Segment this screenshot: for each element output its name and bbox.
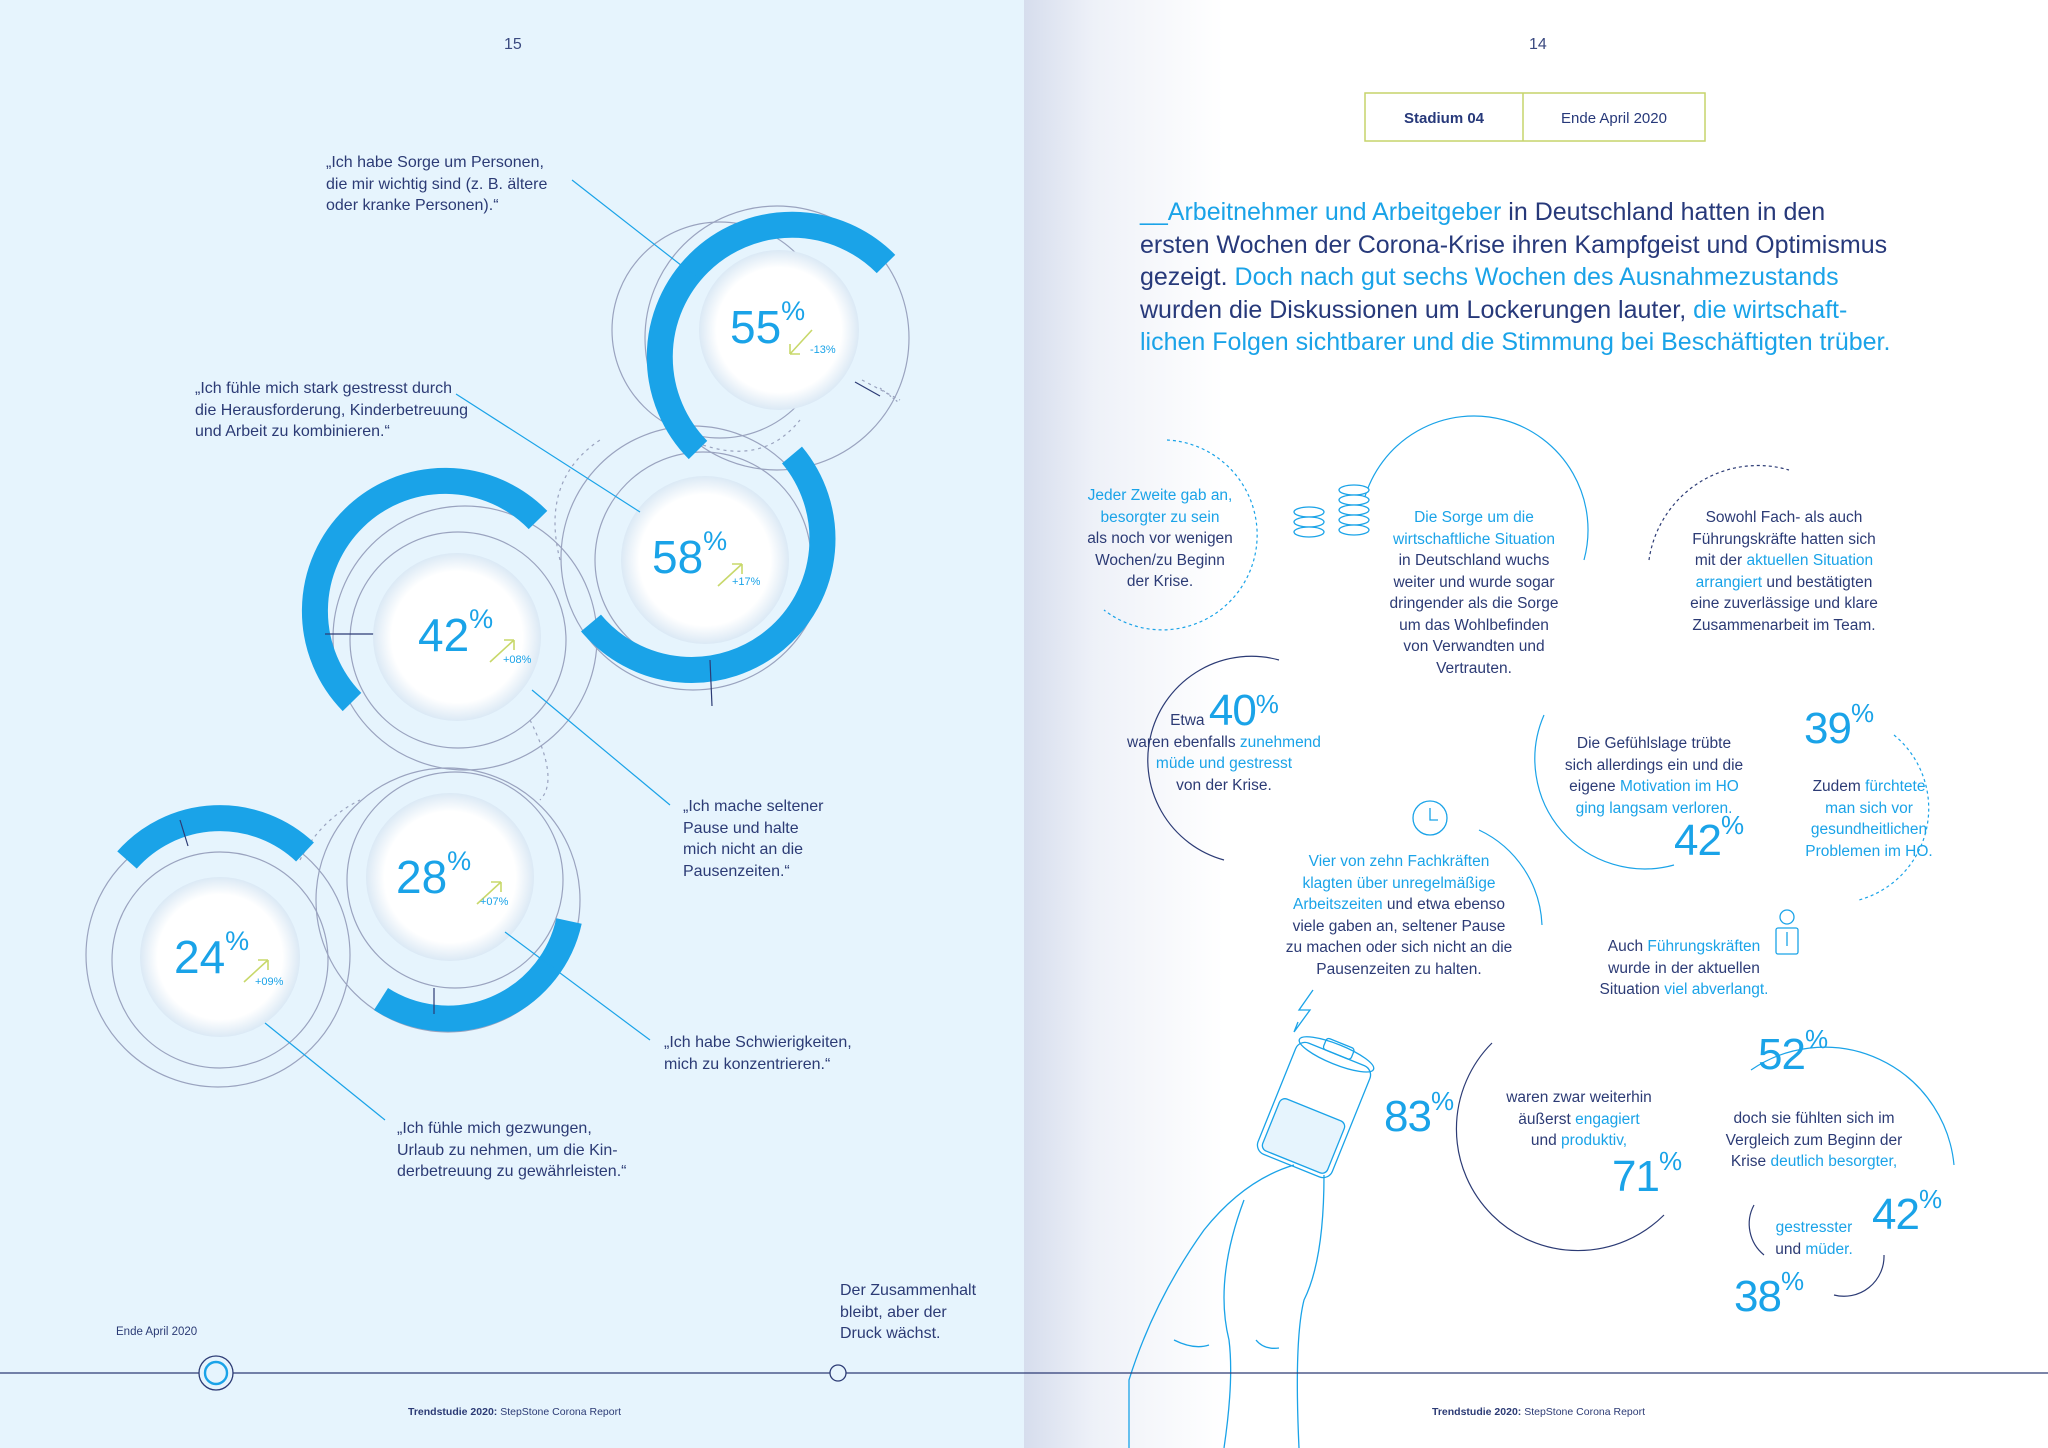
stat-block-hours: Vier von zehn Fachkräften klagten über un…	[1285, 853, 1513, 978]
stat-value-83: 83%	[1384, 1086, 1454, 1141]
quote-stress: „Ich fühle mich stark gestresst durch die…	[195, 380, 469, 440]
stat-block-health: Zudem fürchtete man sich vor gesundheitli…	[1805, 778, 1933, 860]
left-page: 15 55% -13% 58% +17% 42% +08% 28% +07% 2…	[0, 0, 1024, 1448]
quote-vacation: „Ich fühle mich gezwungen, Urlaub zu nehm…	[397, 1120, 627, 1180]
quote-worry: „Ich habe Sorge um Personen, die mir wich…	[326, 154, 548, 214]
stage-date: Ende April 2020	[1561, 110, 1667, 127]
stat-block-worry: Jeder Zweite gab an, besorgter zu sein al…	[1087, 487, 1233, 590]
ring-delta: +17%	[732, 576, 761, 588]
stat-block-motivation: Die Gefühlslage trübte sich allerdings ei…	[1564, 735, 1744, 817]
stat-block-stressed: gestresster und müder.	[1775, 1219, 1853, 1258]
ring-delta: +09%	[255, 976, 284, 988]
stat-value-52: 52%	[1758, 1024, 1828, 1079]
stat-value-38: 38%	[1734, 1266, 1804, 1321]
page-number: 15	[504, 36, 522, 53]
footer: Trendstudie 2020: StepStone Corona Repor…	[1432, 1406, 1646, 1418]
timeline-note: Der Zusammenhalt bleibt, aber der Druck wä…	[840, 1282, 977, 1342]
stat-value-42: 42%	[1674, 810, 1744, 865]
stat-value-39: 39%	[1804, 698, 1874, 753]
ring-chart-graphic	[0, 179, 1024, 1391]
quote-concentration: „Ich habe Schwierigkeiten, mich zu konzen…	[664, 1034, 852, 1073]
ring-delta: -13%	[810, 344, 836, 356]
stage-label: Stadium 04	[1403, 110, 1485, 127]
stat-block-concerned: doch sie fühlten sich im Vergleich zum Be…	[1725, 1110, 1903, 1170]
page-number: 14	[1529, 36, 1547, 53]
ring-value-28: 28%	[396, 846, 472, 903]
stat-value-71: 71%	[1612, 1146, 1682, 1201]
stat-block-engaged: waren zwar weiterhin äußerst engagiert u…	[1506, 1089, 1652, 1149]
stat-value-42b: 42%	[1872, 1184, 1942, 1239]
ring-value-42: 42%	[418, 604, 494, 661]
footer: Trendstudie 2020: StepStone Corona Repor…	[408, 1406, 622, 1418]
stat-block-teamwork: Sowohl Fach- als auch Führungskräfte hatt…	[1690, 509, 1878, 634]
right-page: 14 Stadium 04 Ende April 2020 __Arbeitne…	[1024, 0, 2048, 1448]
ring-value-55: 55%	[730, 296, 806, 353]
ring-value-58: 58%	[652, 526, 728, 583]
ring-value-24: 24%	[174, 926, 250, 983]
stat-block-leaders: Auch Führungskräften wurde in der aktuel…	[1599, 938, 1769, 998]
ring-delta: +07%	[480, 896, 509, 908]
ring-delta: +08%	[503, 654, 532, 666]
right-graphics	[1024, 92, 2048, 1448]
headline: __Arbeitnehmer und Arbeitgeber in Deutsc…	[1140, 198, 1891, 356]
quote-breaks: „Ich mache seltener Pause und halte mich n…	[683, 798, 824, 880]
timeline-date: Ende April 2020	[116, 1326, 198, 1338]
stat-block-tired: Etwa 40% waren ebenfalls zunehmend müde …	[1127, 686, 1321, 794]
stat-block-economy: Die Sorge um die wirtschaftliche Situatio…	[1389, 509, 1559, 677]
